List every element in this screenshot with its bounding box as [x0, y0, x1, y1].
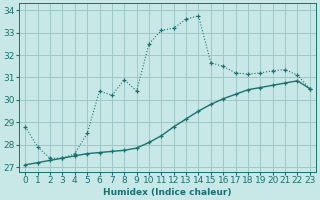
- X-axis label: Humidex (Indice chaleur): Humidex (Indice chaleur): [103, 188, 232, 197]
